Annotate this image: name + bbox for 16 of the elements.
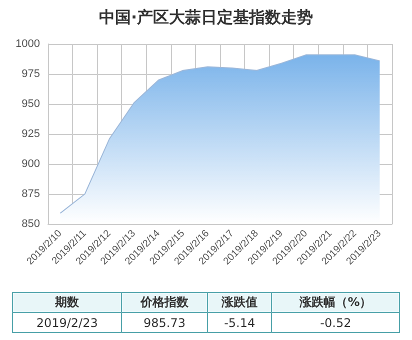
- y-tick-label: 1000: [16, 38, 40, 50]
- y-tick-label: 950: [22, 98, 40, 110]
- text: 涨跌幅（%）: [272, 292, 400, 312]
- y-tick-label: 975: [22, 68, 40, 80]
- y-tick-label: 925: [22, 128, 40, 140]
- text: 985.73: [122, 312, 208, 332]
- y-tick-label: 900: [22, 158, 40, 170]
- text: 2019/2/23: [12, 312, 122, 332]
- y-tick-label: 875: [22, 188, 40, 200]
- text: 期数: [12, 292, 122, 312]
- y-tick-label: 850: [22, 218, 40, 230]
- text: -5.14: [207, 312, 272, 332]
- chart-title: 中国·产区大蒜日定基指数走势: [98, 8, 314, 26]
- text: -0.52: [272, 312, 400, 332]
- text: 价格指数: [122, 292, 208, 312]
- text: 涨跌值: [207, 292, 272, 312]
